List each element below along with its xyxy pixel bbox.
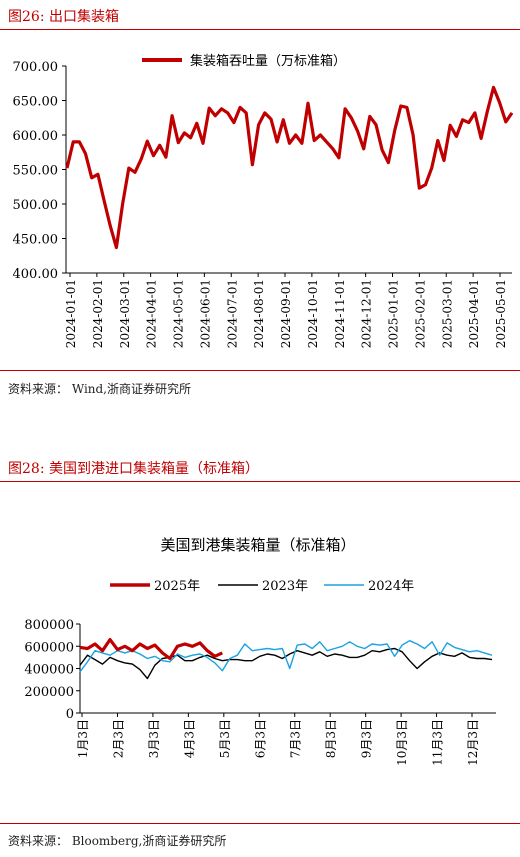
y-tick-label: 700.00 [13, 60, 59, 75]
x-tick-label: 2月3日 [111, 719, 125, 758]
x-tick-label: 2024-11-01 [333, 279, 347, 348]
x-tick-label: 4月3日 [182, 719, 196, 758]
x-tick-label: 2025-04-01 [467, 279, 481, 348]
x-tick-label: 8月3日 [324, 719, 338, 758]
y-tick-label: 200000 [24, 685, 74, 700]
series-line-throughput [65, 85, 514, 250]
series-line [79, 647, 493, 680]
x-tick-label: 2024-04-01 [145, 279, 159, 348]
x-tick-label: 2024-01-01 [64, 279, 78, 348]
y-tick-label: 400.00 [13, 267, 59, 282]
x-tick-label: 2024-08-01 [252, 279, 266, 348]
x-tick-label: 2025-02-01 [413, 279, 427, 348]
x-tick-label: 2025-01-01 [387, 279, 401, 348]
x-tick-label: 2024-10-01 [306, 279, 320, 348]
chart-title: 美国到港集装箱量（标准箱） [160, 536, 355, 554]
x-tick-label: 2024-06-01 [198, 279, 212, 348]
us-port-container-chart: 美国到港集装箱量（标准箱） 2025年 2023年 2024年 0 200000 40000… [24, 536, 496, 766]
x-tick-label: 5月3日 [218, 719, 232, 758]
series-line [79, 638, 223, 661]
y-tick-label: 500.00 [13, 198, 59, 213]
x-tick-label: 2025-03-01 [440, 279, 454, 348]
x-tick-label: 2024-03-01 [118, 279, 132, 348]
legend-label: 2023年 [262, 579, 308, 594]
y-tick-label: 650.00 [13, 95, 59, 110]
y-tick-label: 800000 [24, 618, 74, 633]
y-tick-label: 600000 [24, 640, 74, 655]
figure1-top-rule [0, 29, 520, 30]
y-tick-label: 550.00 [13, 164, 59, 179]
x-tick-label: 1月3日 [76, 719, 90, 758]
figure1-bottom-rule [0, 370, 520, 371]
y-tick-label: 400000 [24, 663, 74, 678]
x-tick-label: 2025-05-01 [494, 279, 508, 348]
legend-label-throughput: 集装箱吞吐量（万标准箱） [190, 53, 346, 69]
x-tick-label: 10月3日 [395, 719, 409, 766]
figure2-bottom-rule [0, 823, 520, 824]
series-line [79, 639, 493, 673]
x-tick-label: 2024-07-01 [225, 279, 239, 348]
x-tick-label: 2024-12-01 [360, 279, 374, 348]
figure2-top-rule [0, 481, 520, 482]
x-tick-label: 3月3日 [147, 719, 161, 758]
figure2-source: 资料来源： Bloomberg,浙商证券研究所 [8, 834, 227, 848]
y-tick-label: 450.00 [13, 233, 59, 248]
legend-label: 2025年 [154, 579, 200, 594]
x-tick-label: 2024-02-01 [91, 279, 105, 348]
x-tick-label: 7月3日 [289, 719, 303, 758]
x-tick-label: 6月3日 [253, 719, 267, 758]
y-tick-label: 600.00 [13, 129, 59, 144]
x-tick-label: 2024-05-01 [172, 279, 186, 348]
y-tick-label: 0 [66, 707, 74, 722]
legend-label: 2024年 [368, 579, 414, 594]
figure2-title: 图28: 美国到港进口集装箱量（标准箱） [8, 461, 259, 477]
x-tick-label: 9月3日 [360, 719, 374, 758]
x-tick-label: 11月3日 [431, 719, 445, 766]
export-container-chart: 400.00 450.00 500.00 550.00 600.00 650.00 700.… [13, 53, 514, 348]
figure1-source: 资料来源： Wind,浙商证券研究所 [8, 382, 192, 396]
x-tick-label: 12月3日 [466, 719, 480, 766]
figure1-title: 图26: 出口集装箱 [8, 9, 119, 25]
x-tick-label: 2024-09-01 [279, 279, 293, 348]
